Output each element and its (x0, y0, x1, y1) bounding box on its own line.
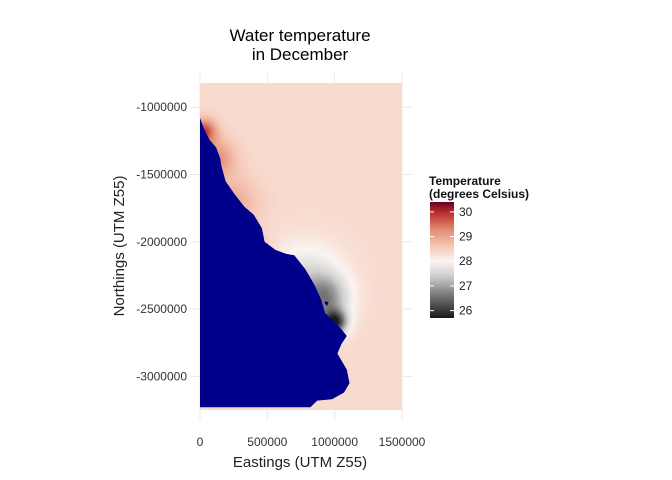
island-polygon (296, 286, 303, 292)
legend-title-line-2: (degrees Celsius) (429, 187, 529, 201)
legend-tick-label: 30 (459, 205, 473, 219)
land-mass (200, 118, 350, 408)
legend-tick-label: 26 (459, 304, 473, 318)
y-tick-label: -2000000 (136, 235, 187, 249)
legend-tick-label: 27 (459, 279, 473, 293)
island-polygon (258, 266, 264, 270)
x-tick-label: 500000 (247, 435, 287, 449)
x-tick-label: 1000000 (311, 435, 358, 449)
x-tick-label: 1500000 (379, 435, 426, 449)
y-axis-title: Northings (UTM Z55) (111, 176, 128, 317)
legend-title-line-1: Temperature (429, 174, 501, 188)
legend-colorbar (430, 202, 454, 318)
y-tick-label: -1500000 (136, 168, 187, 182)
legend-tick-label: 28 (459, 254, 473, 268)
y-axis-ticks: -1000000 -1500000 -2000000 -2500000 -3000000 (136, 100, 187, 383)
temperature-legend: Temperature (degrees Celsius) 26 27 28 29 30 (429, 174, 529, 318)
chart-title-line-1: Water temperature (229, 26, 370, 45)
legend-tick-label: 29 (459, 230, 473, 244)
mainland-polygon (200, 118, 350, 408)
chart-title-line-2: in December (252, 45, 349, 64)
y-tick-label: -3000000 (136, 369, 187, 383)
x-tick-label: 0 (197, 435, 204, 449)
island-polygon (277, 274, 283, 279)
y-tick-label: -1000000 (136, 100, 187, 114)
x-axis-ticks: 0 500000 1000000 1500000 (197, 435, 426, 449)
legend-ticks: 26 27 28 29 30 (430, 205, 473, 318)
y-tick-label: -2500000 (136, 302, 187, 316)
island-polygon (324, 301, 329, 306)
x-axis-title: Eastings (UTM Z55) (233, 454, 367, 471)
